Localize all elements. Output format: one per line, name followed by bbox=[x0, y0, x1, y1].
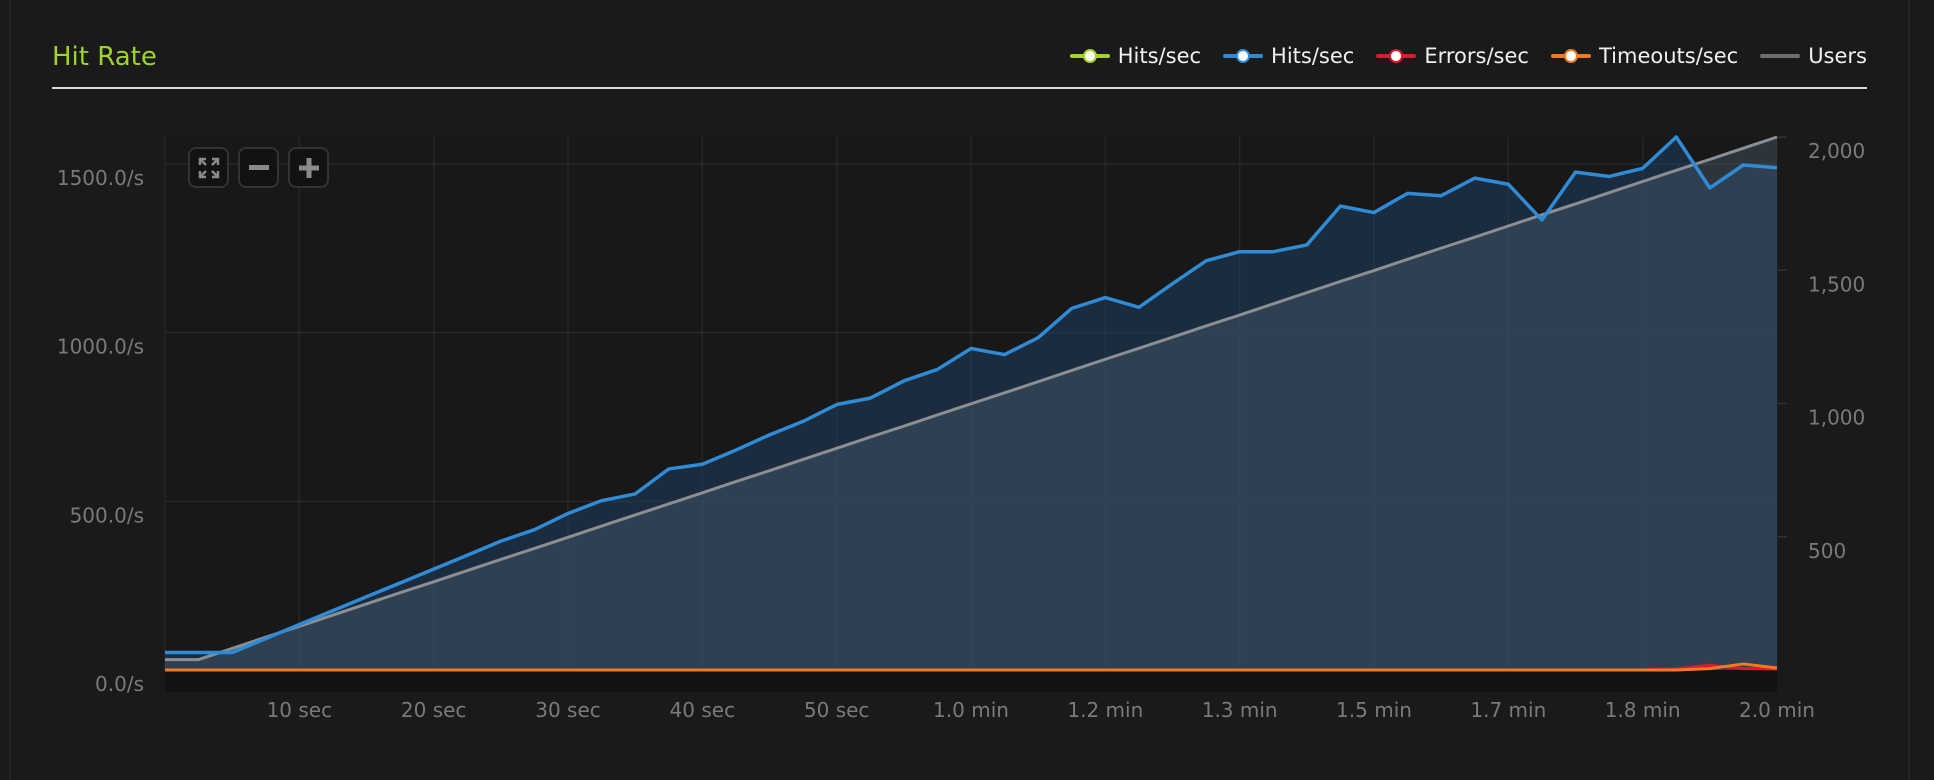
reset-zoom-button[interactable] bbox=[188, 147, 229, 188]
x-tick-label: 2.0 min bbox=[1739, 698, 1815, 722]
x-tick-label: 1.3 min bbox=[1202, 698, 1278, 722]
x-tick-label: 1.8 min bbox=[1605, 698, 1681, 722]
minus-icon bbox=[248, 164, 269, 170]
y-right-tick-label: 1,000 bbox=[1808, 406, 1865, 430]
y-right-tick-label: 500 bbox=[1808, 539, 1846, 563]
legend-label: Hits/sec bbox=[1271, 44, 1355, 68]
legend-item[interactable]: Users bbox=[1760, 44, 1867, 68]
legend-swatch-icon bbox=[1376, 49, 1417, 63]
legend-label: Timeouts/sec bbox=[1598, 44, 1739, 68]
legend-swatch-icon bbox=[1223, 49, 1264, 63]
series-line-users bbox=[165, 135, 1778, 662]
x-tick-label: 30 sec bbox=[535, 698, 601, 722]
series-line-timeouts-sec bbox=[165, 662, 1778, 672]
panel-border-left bbox=[9, 0, 11, 780]
x-tick-label: 1.0 min bbox=[933, 698, 1009, 722]
chart-title: Hit Rate bbox=[52, 42, 157, 72]
legend-label: Users bbox=[1808, 44, 1867, 68]
users-area bbox=[165, 137, 1777, 670]
zoom-out-button[interactable] bbox=[238, 147, 279, 188]
legend-swatch-icon bbox=[1069, 49, 1110, 63]
x-tick-label: 50 sec bbox=[804, 698, 870, 722]
legend-swatch-icon bbox=[1550, 49, 1591, 63]
expand-arrows-icon bbox=[198, 157, 219, 178]
plus-icon bbox=[298, 157, 319, 178]
legend-swatch-icon bbox=[1760, 49, 1801, 63]
legend-label: Errors/sec bbox=[1424, 44, 1529, 68]
legend-label: Hits/sec bbox=[1117, 44, 1202, 68]
x-tick-label: 1.5 min bbox=[1336, 698, 1412, 722]
panel-border-right bbox=[1908, 0, 1910, 780]
y-right-tick-label: 2,000 bbox=[1808, 139, 1865, 163]
x-tick-label: 20 sec bbox=[401, 698, 467, 722]
x-axis-band bbox=[165, 670, 1777, 692]
y-left-tick-label: 1000.0/s bbox=[57, 335, 144, 359]
legend: Hits/sec Hits/sec Errors/sec Timeouts/sec Us… bbox=[1069, 44, 1867, 68]
header-divider bbox=[52, 87, 1867, 89]
legend-item[interactable]: Hits/sec bbox=[1069, 44, 1202, 68]
legend-item[interactable]: Errors/sec bbox=[1376, 44, 1529, 68]
legend-item[interactable]: Timeouts/sec bbox=[1550, 44, 1739, 68]
x-tick-label: 40 sec bbox=[670, 698, 736, 722]
series-line-hits-sec bbox=[165, 135, 1778, 655]
y-right-tick-label: 1,500 bbox=[1808, 272, 1865, 296]
y-left-tick-label: 500.0/s bbox=[70, 503, 144, 527]
x-tick-label: 1.7 min bbox=[1470, 698, 1546, 722]
x-tick-label: 10 sec bbox=[267, 698, 333, 722]
y-left-tick-label: 1500.0/s bbox=[57, 166, 144, 190]
y-left-tick-label: 0.0/s bbox=[95, 672, 144, 696]
legend-item[interactable]: Hits/sec bbox=[1223, 44, 1354, 68]
zoom-in-button[interactable] bbox=[288, 147, 329, 188]
x-tick-label: 1.2 min bbox=[1067, 698, 1143, 722]
